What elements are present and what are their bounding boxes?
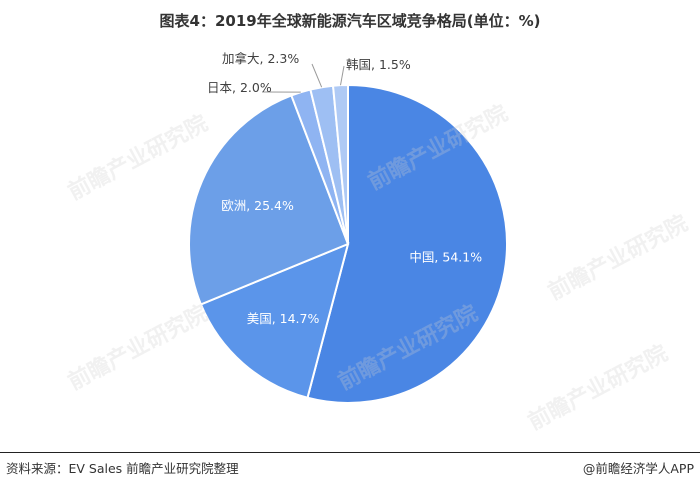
slice-label-japan: 日本, 2.0% [207, 80, 272, 95]
slice-label-canada: 加拿大, 2.3% [222, 51, 299, 66]
leader-line-canada [311, 63, 323, 88]
leader-line-korea [340, 65, 345, 86]
source-note: 资料来源：EV Sales 前瞻产业研究院整理 [6, 461, 239, 476]
slice-label-korea: 韩国, 1.5% [346, 57, 411, 72]
pie-slice-china [306, 83, 508, 404]
slice-label-china: 中国, 54.1% [409, 250, 482, 265]
footer-divider [0, 452, 700, 453]
pie-slice-korea [331, 83, 349, 245]
credit-note: @前瞻经济学人APP [582, 461, 694, 476]
pie-slice-europe [188, 94, 350, 306]
pie-slice-usa [199, 242, 350, 399]
slice-label-usa: 美国, 14.7% [247, 311, 320, 326]
chart-title: 图表4：2019年全球新能源汽车区域竞争格局(单位：%) [159, 12, 541, 30]
slice-label-europe: 欧洲, 25.4% [221, 198, 294, 213]
